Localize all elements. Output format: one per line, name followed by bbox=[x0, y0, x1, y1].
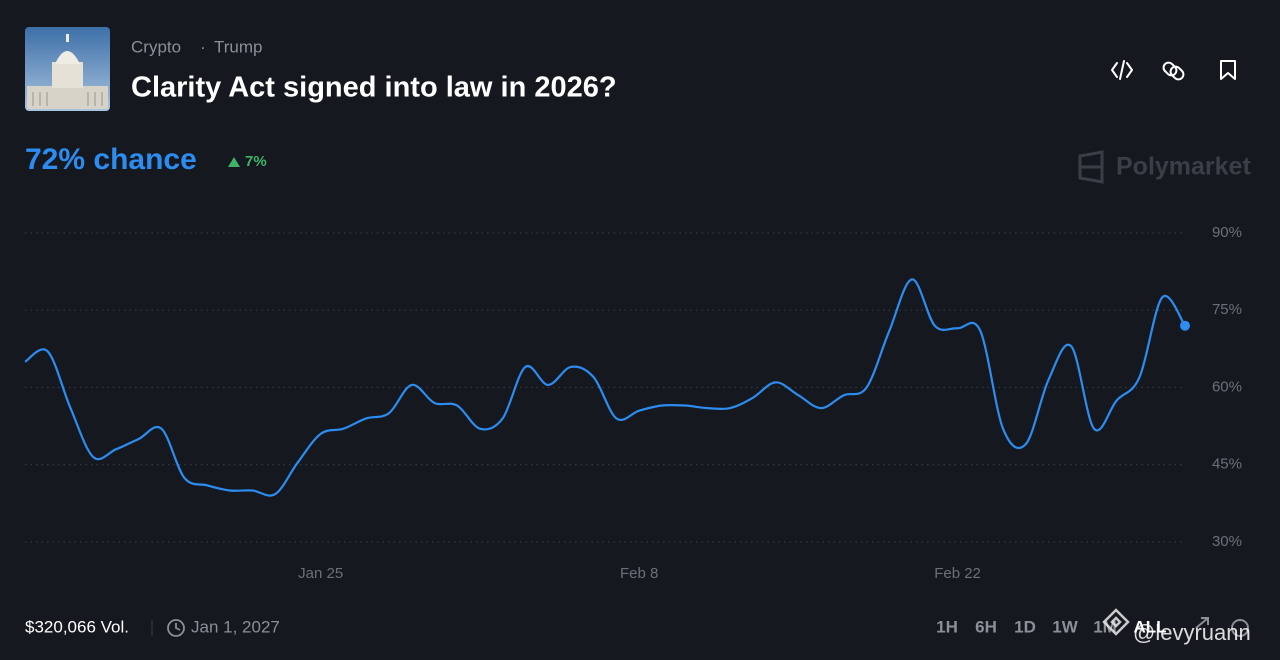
y-tick-label: 45% bbox=[1212, 456, 1242, 473]
y-tick-label: 60% bbox=[1212, 378, 1242, 395]
change-arrow bbox=[228, 157, 240, 167]
range-button[interactable]: 1D bbox=[1014, 617, 1036, 636]
watermark-logo bbox=[1102, 608, 1130, 636]
y-tick-label: 75% bbox=[1212, 301, 1242, 318]
x-tick-label: Feb 8 bbox=[620, 565, 658, 582]
y-tick-label: 90% bbox=[1212, 224, 1242, 241]
last-point bbox=[1180, 320, 1190, 331]
clock-icon bbox=[167, 619, 185, 637]
line bbox=[24, 278, 1186, 497]
settings-icon[interactable] bbox=[1231, 619, 1249, 637]
chart: 30% 45% 60% 75% 90% Jan 25 Feb 8 Feb 22 bbox=[24, 224, 1242, 582]
watermark: @levyruann bbox=[1133, 620, 1251, 645]
embed-button[interactable] bbox=[1111, 60, 1133, 80]
y-tick-label: 30% bbox=[1212, 533, 1242, 550]
brand-logo bbox=[1078, 150, 1104, 184]
fullscreen-icon[interactable] bbox=[1195, 617, 1209, 629]
tag[interactable]: Crypto bbox=[131, 37, 181, 56]
chance: 72% chance bbox=[25, 143, 197, 176]
range-button[interactable]: 1W bbox=[1052, 617, 1078, 636]
range-button[interactable]: 1H bbox=[936, 617, 958, 636]
range-button[interactable]: ALL bbox=[1133, 617, 1166, 636]
end-date: Jan 1, 2027 bbox=[191, 617, 280, 636]
change: 7% bbox=[245, 153, 267, 170]
x-tick-label: Feb 22 bbox=[934, 565, 981, 582]
volume: $320,066 Vol. bbox=[25, 617, 129, 636]
bookmark-button[interactable] bbox=[1220, 60, 1236, 80]
copy-link-button[interactable] bbox=[1162, 61, 1186, 82]
market-image bbox=[25, 27, 110, 111]
market-title: Clarity Act signed into law in 2026? bbox=[131, 72, 617, 104]
brand: Polymarket bbox=[1116, 153, 1251, 181]
range-button[interactable]: 6H bbox=[975, 617, 997, 636]
tag[interactable]: Trump bbox=[214, 37, 263, 56]
separator: · bbox=[200, 37, 206, 56]
x-tick-label: Jan 25 bbox=[298, 565, 343, 582]
